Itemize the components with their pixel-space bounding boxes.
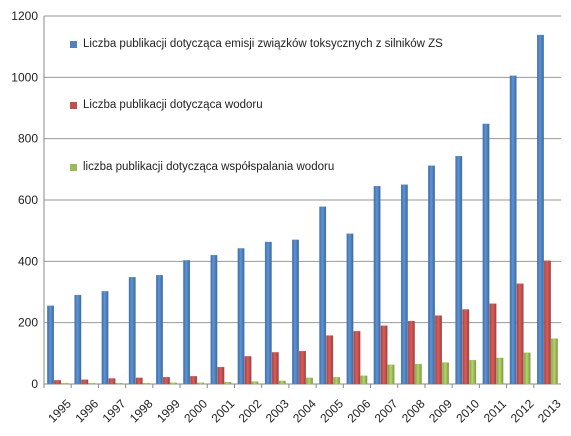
y-tick-label: 1000 xyxy=(11,70,38,84)
x-tick-label: 2004 xyxy=(290,396,319,425)
x-tick-label: 2005 xyxy=(317,396,346,425)
bar-wodor xyxy=(271,352,279,385)
bar-wodor xyxy=(217,366,225,385)
bar-emisje xyxy=(101,291,109,385)
bar-wspolspalanie xyxy=(170,382,177,385)
bar-wspolspalanie xyxy=(469,359,477,385)
bar-wspolspalanie xyxy=(278,380,286,385)
bar-wodor xyxy=(163,377,170,385)
bar-wspolspalanie xyxy=(523,352,531,385)
y-tick-label: 800 xyxy=(18,132,38,146)
bar-emisje xyxy=(346,233,354,385)
x-tick-label: 2012 xyxy=(508,396,537,425)
bar-emisje xyxy=(400,184,408,385)
x-tick-label: 1996 xyxy=(72,396,101,425)
bar-emisje xyxy=(128,277,136,385)
y-tick-label: 200 xyxy=(18,316,38,330)
x-tick-label: 2013 xyxy=(535,396,564,425)
bar-wspolspalanie xyxy=(414,363,422,385)
legend-swatch-green xyxy=(70,163,77,171)
bar-emisje xyxy=(319,206,327,385)
bar-wspolspalanie xyxy=(306,377,313,385)
y-tick-label: 0 xyxy=(31,377,38,391)
x-tick-label: 1998 xyxy=(127,396,156,425)
x-tick-label: 1997 xyxy=(100,396,129,425)
bar-emisje xyxy=(156,274,163,385)
bar-wodor xyxy=(190,376,198,385)
bar-wodor xyxy=(489,303,497,385)
bar-wodor xyxy=(407,320,415,385)
bar-wspolspalanie xyxy=(387,364,395,385)
legend-item-wodor: Liczba publikacji dotycząca wodoru xyxy=(70,99,263,111)
bar-emisje xyxy=(237,248,245,385)
bar-wodor xyxy=(462,309,470,385)
y-tick-label: 400 xyxy=(18,254,38,268)
bar-wodor xyxy=(326,335,334,385)
x-tick-label: 2000 xyxy=(181,396,210,425)
bar-wodor xyxy=(516,283,524,385)
bar-emisje xyxy=(183,260,191,385)
bar-wspolspalanie xyxy=(224,382,232,385)
bar-wodor xyxy=(81,379,89,385)
bar-wspolspalanie xyxy=(360,375,368,385)
bar-wspolspalanie xyxy=(88,382,96,385)
bar-emisje xyxy=(509,75,517,385)
bar-wodor xyxy=(135,377,143,385)
bar-wodor xyxy=(435,315,442,385)
bar-wodor xyxy=(380,325,388,385)
bar-emisje xyxy=(373,186,381,385)
bar-wspolspalanie xyxy=(142,382,150,385)
legend-swatch-red xyxy=(70,101,77,109)
x-tick-label: 1995 xyxy=(45,396,74,425)
x-tick-label: 2011 xyxy=(481,397,509,425)
bar-wodor xyxy=(108,378,116,385)
y-tick-label: 1200 xyxy=(11,9,38,23)
legend-label: Liczba publikacji dotycząca emisji związ… xyxy=(83,38,443,50)
x-tick-label: 2001 xyxy=(208,396,237,425)
x-tick-label: 1999 xyxy=(154,396,183,425)
legend-label: liczba publikacji dotycząca współspalani… xyxy=(83,161,335,173)
bar-emisje xyxy=(210,255,218,385)
bar-emisje xyxy=(74,294,82,385)
x-tick-label: 2006 xyxy=(345,396,374,425)
bar-wodor xyxy=(244,356,252,385)
bar-wodor xyxy=(543,260,551,385)
y-tick-label: 600 xyxy=(18,193,38,207)
bar-wspolspalanie xyxy=(496,357,504,385)
bar-wspolspalanie xyxy=(115,382,123,385)
bar-wodor xyxy=(353,331,361,385)
bar-emisje xyxy=(428,165,435,385)
bar-emisje xyxy=(47,305,55,385)
bar-wodor xyxy=(54,380,62,385)
bar-wspolspalanie xyxy=(197,382,205,385)
bar-emisje xyxy=(455,155,463,385)
legend-item-emisje: Liczba publikacji dotycząca emisji związ… xyxy=(70,38,443,50)
bar-emisje xyxy=(264,241,272,385)
bar-wspolspalanie xyxy=(442,362,449,385)
bar-emisje xyxy=(536,34,544,385)
legend-label: Liczba publikacji dotycząca wodoru xyxy=(83,99,263,111)
bar-wspolspalanie xyxy=(550,338,558,385)
legend-swatch-blue xyxy=(70,40,77,48)
x-tick-label: 2002 xyxy=(236,396,265,425)
bar-emisje xyxy=(292,239,299,385)
x-tick-label: 2008 xyxy=(399,396,428,425)
bar-emisje xyxy=(482,123,490,385)
bar-wspolspalanie xyxy=(61,382,69,385)
x-tick-label: 2007 xyxy=(372,396,401,425)
legend-item-wspolspalanie: liczba publikacji dotycząca współspalani… xyxy=(70,161,334,173)
bar-wspolspalanie xyxy=(333,377,341,385)
x-tick-label: 2009 xyxy=(426,396,455,425)
x-tick-label: 2010 xyxy=(453,396,482,425)
bar-wspolspalanie xyxy=(251,381,259,385)
bar-wodor xyxy=(299,351,306,385)
x-tick-label: 2003 xyxy=(263,396,292,425)
